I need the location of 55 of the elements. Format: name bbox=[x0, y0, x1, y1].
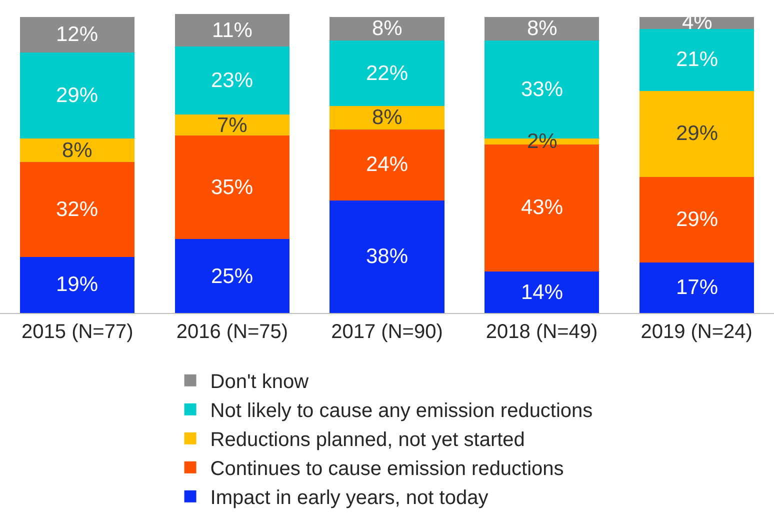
bar bbox=[330, 40, 444, 106]
data-label: 29% bbox=[56, 84, 98, 107]
data-label: 35% bbox=[211, 176, 254, 199]
bar bbox=[484, 272, 600, 313]
data-label: 25% bbox=[211, 265, 254, 288]
bar bbox=[20, 52, 135, 138]
legend-label: Impact in early years, not today bbox=[210, 487, 488, 510]
x-tick-label: 2015 (N=77) bbox=[22, 321, 134, 343]
data-label: 24% bbox=[366, 153, 408, 176]
bar bbox=[639, 262, 754, 313]
legend-label: Continues to cause emission reductions bbox=[210, 458, 564, 480]
x-tick-label: 2016 (N=75) bbox=[176, 321, 288, 343]
bar bbox=[174, 46, 290, 115]
x-tick-label: 2018 (N=49) bbox=[486, 321, 598, 343]
bar bbox=[330, 129, 444, 200]
data-label: 14% bbox=[521, 281, 564, 304]
bar bbox=[330, 16, 444, 41]
legend-label: Reductions planned, not yet started bbox=[210, 429, 525, 452]
data-label: 8% bbox=[62, 139, 92, 162]
bar bbox=[639, 16, 754, 29]
data-label: 8% bbox=[527, 17, 558, 40]
data-label: 22% bbox=[366, 62, 408, 85]
bar bbox=[330, 200, 444, 313]
bar bbox=[174, 14, 290, 47]
bar bbox=[330, 106, 444, 130]
x-tick-label: 2017 (N=90) bbox=[331, 321, 443, 343]
data-label: 8% bbox=[372, 17, 402, 40]
bar bbox=[639, 28, 754, 91]
data-label: 11% bbox=[212, 19, 252, 42]
x-tick-label: 2019 (N=24) bbox=[640, 321, 752, 343]
data-label: 21% bbox=[676, 48, 718, 71]
bar bbox=[484, 16, 600, 41]
data-label: 29% bbox=[676, 122, 718, 145]
bar bbox=[174, 135, 290, 239]
legend-label: Don't know bbox=[210, 371, 310, 394]
data-label: 19% bbox=[56, 273, 98, 296]
data-label: 8% bbox=[372, 106, 402, 129]
bar bbox=[20, 162, 135, 257]
bar bbox=[639, 90, 754, 177]
data-label: 7% bbox=[217, 114, 248, 137]
legend-label: Not likely to cause any emission reductions bbox=[210, 400, 593, 422]
data-label: 23% bbox=[211, 69, 254, 92]
bar bbox=[174, 114, 290, 136]
bar bbox=[174, 238, 290, 313]
bar bbox=[20, 256, 135, 313]
data-label: 29% bbox=[676, 208, 718, 231]
bar bbox=[20, 138, 135, 162]
data-label: 33% bbox=[521, 78, 564, 101]
data-label: 32% bbox=[56, 198, 98, 221]
data-label: 43% bbox=[521, 196, 564, 219]
data-label: 17% bbox=[676, 276, 718, 299]
bar bbox=[20, 16, 135, 52]
data-label: 12% bbox=[56, 23, 98, 46]
bar bbox=[639, 176, 754, 263]
data-label: 38% bbox=[366, 245, 408, 268]
